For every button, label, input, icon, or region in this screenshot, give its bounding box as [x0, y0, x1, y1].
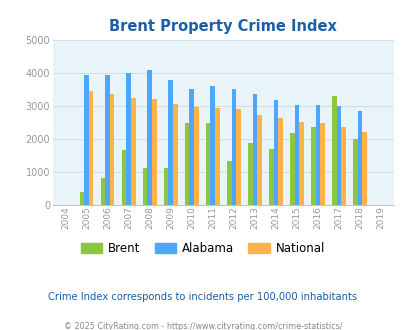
Bar	[151, 99, 156, 205]
Bar	[252, 94, 256, 205]
Bar	[273, 100, 277, 205]
Bar	[352, 139, 357, 205]
Bar	[79, 192, 84, 205]
Bar	[294, 105, 298, 205]
Bar	[105, 75, 110, 205]
Bar	[210, 86, 215, 205]
Bar	[315, 105, 320, 205]
Bar	[289, 133, 294, 205]
Text: Crime Index corresponds to incidents per 100,000 inhabitants: Crime Index corresponds to incidents per…	[48, 292, 357, 302]
Bar	[231, 89, 236, 205]
Bar	[173, 104, 177, 205]
Bar	[215, 108, 219, 205]
Bar	[269, 149, 273, 205]
Bar	[277, 118, 282, 205]
Bar	[126, 73, 130, 205]
Bar	[310, 127, 315, 205]
Bar	[247, 143, 252, 205]
Bar	[256, 115, 261, 205]
Legend: Brent, Alabama, National: Brent, Alabama, National	[76, 237, 329, 260]
Bar	[336, 106, 341, 205]
Bar	[194, 107, 198, 205]
Bar	[147, 70, 151, 205]
Bar	[362, 132, 366, 205]
Bar	[298, 122, 303, 205]
Bar	[163, 168, 168, 205]
Text: © 2025 CityRating.com - https://www.cityrating.com/crime-statistics/: © 2025 CityRating.com - https://www.city…	[64, 322, 341, 330]
Bar	[122, 150, 126, 205]
Bar	[89, 91, 93, 205]
Bar	[226, 161, 231, 205]
Bar	[236, 109, 240, 205]
Title: Brent Property Crime Index: Brent Property Crime Index	[109, 19, 337, 34]
Bar	[100, 178, 105, 205]
Bar	[184, 123, 189, 205]
Bar	[320, 123, 324, 205]
Bar	[189, 89, 194, 205]
Bar	[357, 111, 362, 205]
Bar	[205, 123, 210, 205]
Bar	[130, 98, 135, 205]
Bar	[168, 80, 173, 205]
Bar	[142, 168, 147, 205]
Bar	[110, 94, 114, 205]
Bar	[84, 75, 89, 205]
Bar	[331, 96, 336, 205]
Bar	[341, 127, 345, 205]
